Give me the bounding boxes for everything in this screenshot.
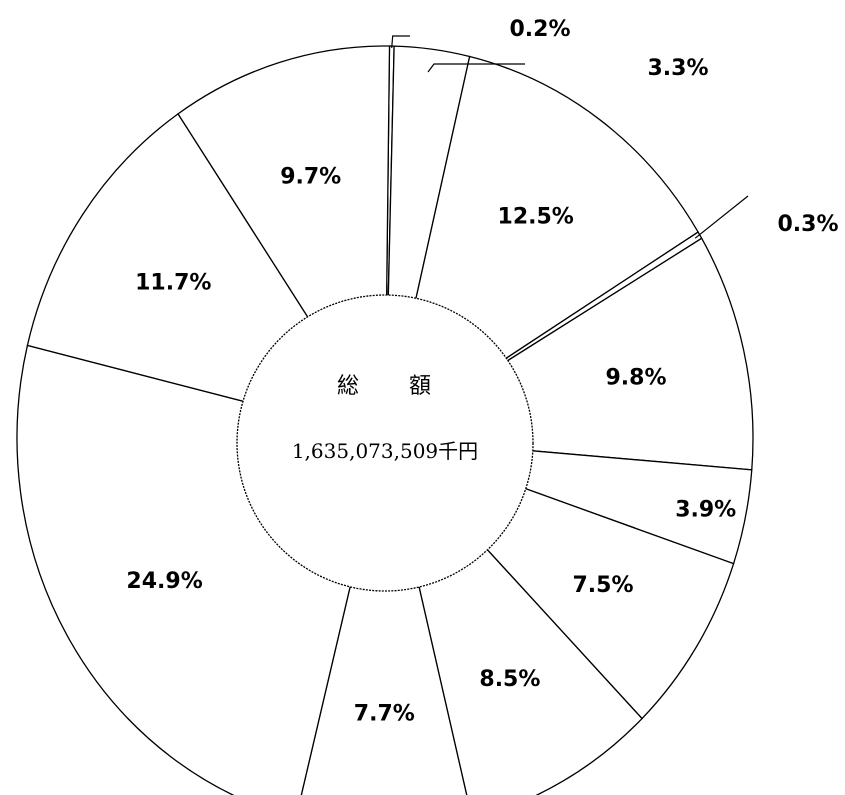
leader-line [694,195,749,239]
slice-label: 11.7% [135,271,211,296]
leader-lines [391,35,749,239]
slice-labels: 0.2% 3.3% 12.5% 0.3% 9.8% 3.9% 7.5% 8.5% 7.7% 24.… [126,17,838,726]
slice-label: 8.5% [479,667,540,692]
slice-label: 9.8% [605,365,666,390]
slice-label: 9.7% [280,164,341,189]
pie-slice [300,437,468,795]
slice-label: 0.3% [777,212,838,237]
leader-line [391,35,410,48]
center-title: 総 額 [337,374,433,399]
slice-label: 0.2% [509,17,570,42]
leader-line [427,63,525,73]
slice-label: 7.7% [354,701,415,726]
slice-label: 24.9% [126,569,202,594]
slice-label: 7.5% [572,573,633,598]
slice-label: 12.5% [498,204,574,229]
donut-hole [236,294,534,592]
slice-label: 3.3% [647,56,708,81]
center-total: 1,635,073,509千円 [292,439,478,463]
slice-label: 3.9% [675,498,736,523]
